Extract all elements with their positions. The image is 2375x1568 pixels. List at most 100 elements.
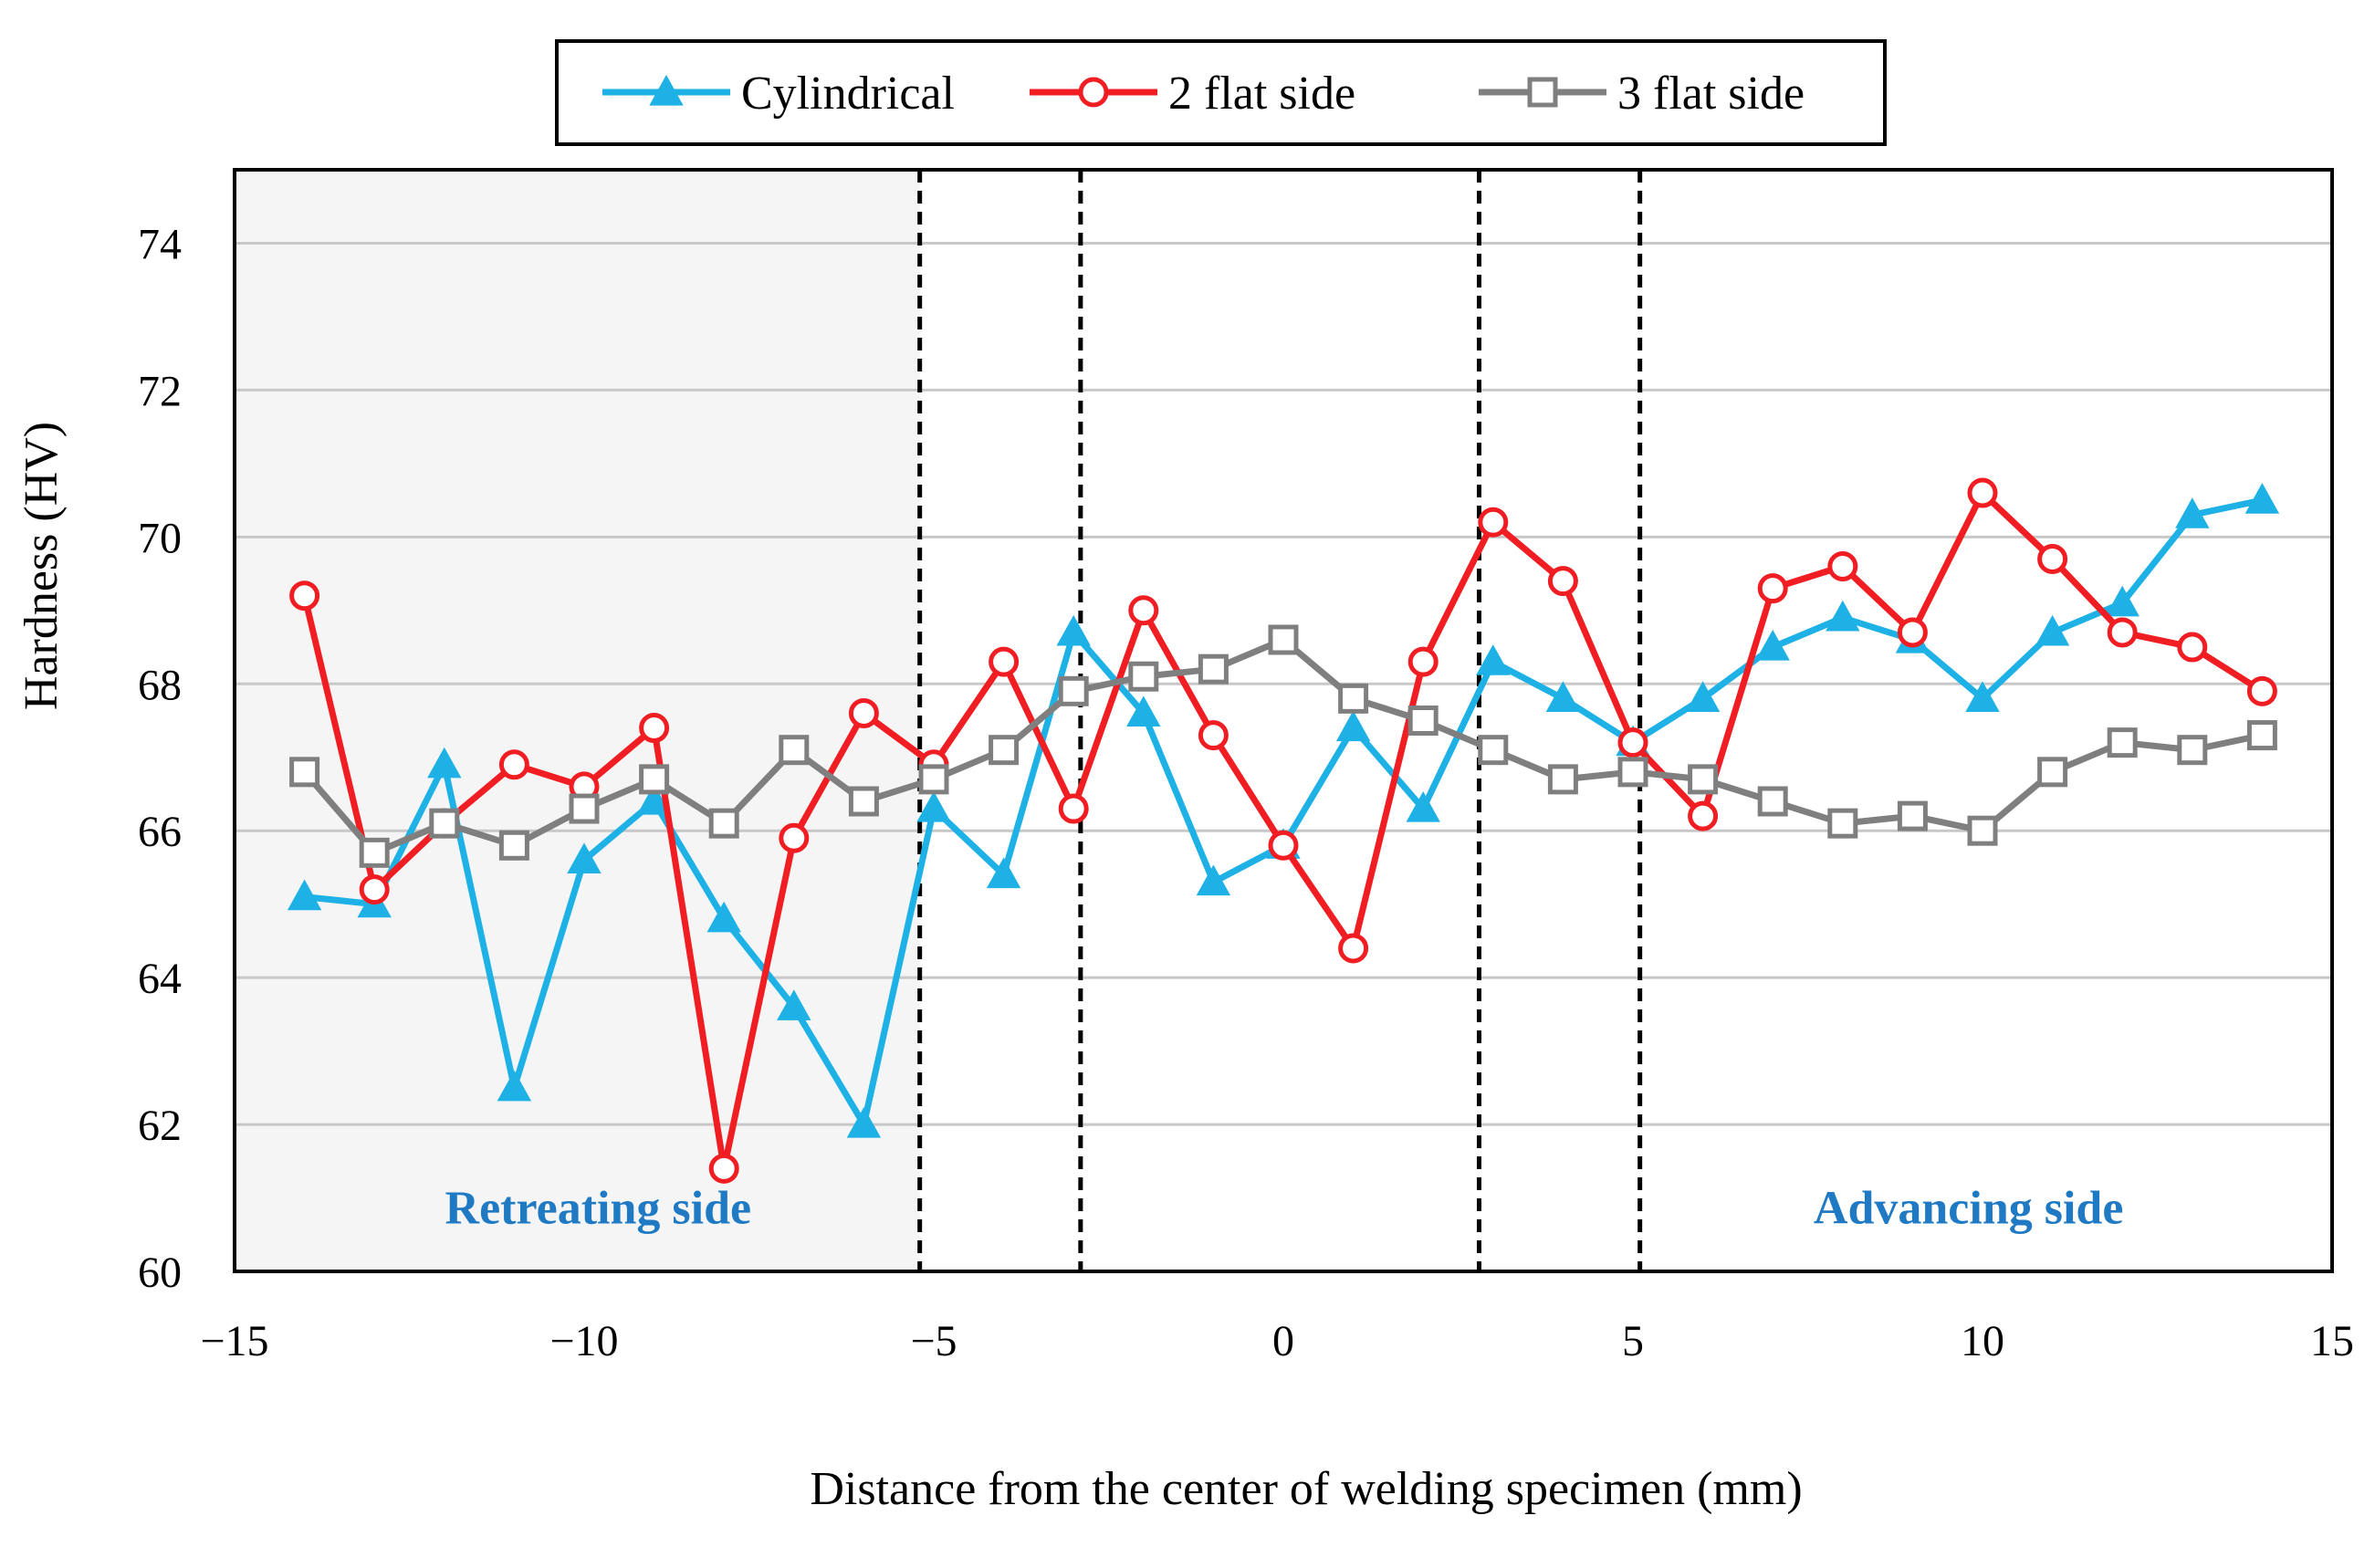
legend-marker — [649, 74, 684, 106]
legend-item: 2 flat side — [1030, 68, 1355, 120]
data-point — [1688, 800, 1719, 831]
data-point — [2177, 735, 2208, 766]
data-point — [2177, 632, 2208, 663]
x-tick-label: −15 — [200, 1317, 268, 1365]
legend: Cylindrical 2 flat side 3 flat side — [555, 39, 1887, 146]
retreating-side-shading — [235, 170, 920, 1271]
data-point — [779, 735, 810, 766]
y-tick-label: 70 — [138, 514, 182, 562]
y-tick-label: 68 — [138, 661, 182, 709]
axis-ticks: 60 62 64 66 68 70 72 74 −15 −10 −5 0 5 10 15 — [138, 220, 2354, 1365]
legend-item: 3 flat side — [1479, 68, 1805, 120]
y-tick-label: 66 — [138, 808, 182, 856]
legend-items: Cylindrical 2 flat side 3 flat side — [602, 68, 1805, 120]
data-point — [1547, 764, 1578, 795]
data-point — [1755, 629, 1790, 661]
data-point — [567, 842, 602, 873]
legend-label: 2 flat side — [1168, 68, 1355, 120]
data-point — [639, 764, 670, 795]
data-point — [1338, 683, 1369, 714]
data-point — [2246, 720, 2277, 751]
data-point — [359, 837, 390, 868]
data-point — [848, 697, 879, 728]
data-point — [1478, 507, 1509, 538]
data-point — [708, 1153, 739, 1184]
data-point — [1058, 793, 1089, 824]
data-point — [1198, 653, 1229, 685]
y-tick-label: 62 — [138, 1102, 182, 1150]
x-tick-label: 10 — [1961, 1317, 2004, 1365]
data-series — [287, 477, 2280, 1184]
data-point — [1268, 624, 1299, 655]
data-point — [429, 808, 460, 839]
y-tick-label: 72 — [138, 367, 182, 415]
data-point — [1757, 573, 1788, 604]
data-point — [1757, 786, 1788, 817]
data-point — [2246, 675, 2277, 706]
plot-frame — [233, 168, 2334, 1273]
data-point — [498, 830, 529, 861]
data-point — [2244, 483, 2280, 514]
data-point — [639, 713, 670, 744]
data-point — [918, 764, 949, 795]
legend-marker — [1078, 77, 1109, 108]
data-point — [777, 989, 811, 1020]
data-point — [1198, 720, 1229, 751]
data-point — [846, 1107, 882, 1138]
legend-marker — [1527, 77, 1558, 108]
data-point — [1478, 735, 1509, 766]
legend-label: 3 flat side — [1617, 68, 1805, 120]
zone-boundaries — [917, 170, 1643, 1271]
y-tick-label: 60 — [138, 1249, 182, 1297]
data-point — [498, 749, 529, 780]
legend-item: Cylindrical — [602, 68, 955, 120]
data-point — [1056, 614, 1091, 646]
data-point — [1967, 477, 1998, 508]
data-point — [1685, 681, 1721, 712]
data-point — [1476, 644, 1511, 675]
data-point — [1128, 661, 1159, 692]
data-point — [1338, 933, 1369, 964]
data-point — [1688, 764, 1719, 795]
data-point — [1196, 864, 1231, 896]
data-point — [916, 791, 951, 822]
data-point — [2107, 617, 2138, 648]
zone-annotation: Advancing side — [1814, 1183, 2124, 1235]
data-point — [1617, 757, 1648, 788]
data-point — [1827, 551, 1858, 582]
x-tick-label: −5 — [910, 1317, 957, 1365]
plot-frame-rect — [233, 168, 2334, 1273]
x-tick-label: 15 — [2310, 1317, 2354, 1365]
data-point — [1547, 566, 1578, 597]
data-point — [427, 747, 462, 779]
data-point — [497, 1070, 532, 1102]
legend-label: Cylindrical — [741, 68, 955, 120]
x-tick-label: −10 — [549, 1317, 618, 1365]
data-point — [289, 757, 320, 788]
data-point — [636, 783, 672, 815]
data-point — [1058, 675, 1089, 706]
data-point — [989, 646, 1020, 677]
data-point — [2035, 614, 2070, 646]
data-point — [986, 857, 1021, 889]
data-point — [1545, 681, 1581, 712]
x-tick-label: 0 — [1272, 1317, 1294, 1365]
data-point — [1407, 706, 1439, 736]
data-point — [2037, 543, 2068, 574]
x-tick-label: 5 — [1622, 1317, 1644, 1365]
data-point — [1965, 681, 2000, 712]
annotations: Retreating side Advancing side — [445, 1183, 2124, 1235]
data-point — [989, 735, 1020, 766]
y-tick-label: 64 — [138, 955, 182, 1003]
y-tick-label: 74 — [138, 220, 182, 268]
y-axis-label: Hardness (HV) — [16, 422, 68, 710]
data-point — [2037, 757, 2068, 788]
legend-box — [555, 39, 1887, 146]
data-point — [569, 793, 600, 824]
data-point — [2107, 727, 2138, 758]
data-point — [1827, 808, 1858, 839]
data-point — [2175, 497, 2210, 528]
data-point — [359, 874, 390, 905]
